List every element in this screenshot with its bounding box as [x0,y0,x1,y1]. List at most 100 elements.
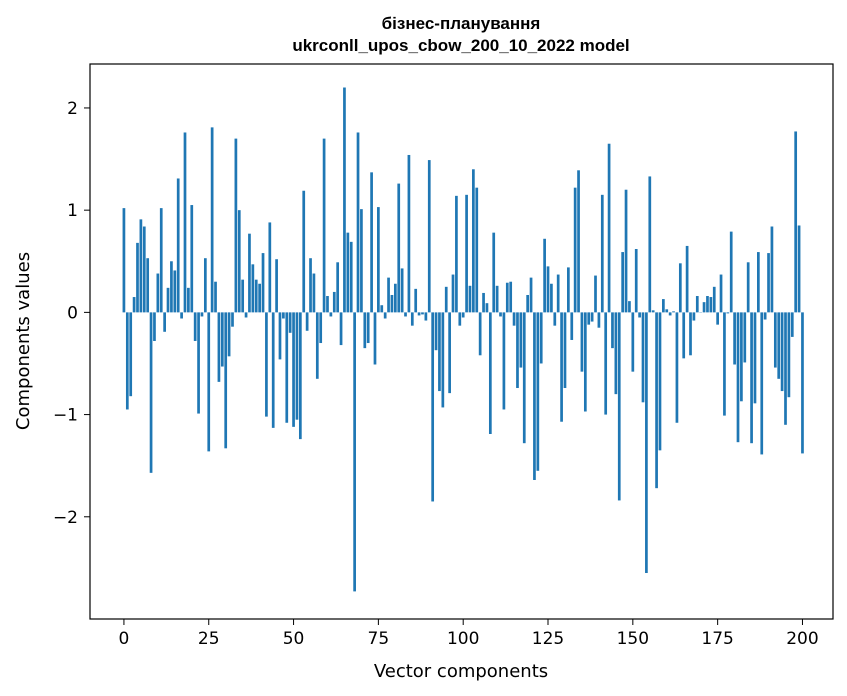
plot-area-frame [89,63,834,620]
bar [448,312,451,394]
bar [373,312,377,365]
bar [431,312,435,502]
bar [733,312,736,365]
bar [740,312,743,402]
bar [197,312,200,414]
bar [743,312,747,363]
bar [363,312,367,349]
bar [254,279,258,313]
bar [285,312,289,423]
bar [360,209,363,313]
bar [241,279,245,313]
bar [180,312,183,319]
x-tick-label: 75 [368,629,390,649]
bar [302,190,306,313]
bar [794,131,798,313]
x-tick-label: 50 [283,629,305,649]
bar [329,312,333,317]
bar [546,266,550,313]
bar [410,312,414,326]
bar [560,312,563,422]
x-axis-ticks: 0 25 50 75 100 125 150 175 200 [119,619,819,649]
bar [234,138,238,313]
bar [312,273,316,313]
bar [472,169,475,313]
bar [658,312,662,451]
bar [628,301,631,313]
bar [258,283,261,313]
y-axis-ticks: −2 −1 0 1 2 [53,99,90,528]
bar [753,312,757,404]
bar [499,312,502,317]
bar [339,312,343,346]
x-tick-label: 100 [447,629,479,649]
bar [268,222,272,313]
bar [597,312,601,328]
bar [509,281,513,313]
bar [495,285,499,313]
bar [767,253,770,313]
y-axis-label: Components values [13,252,34,430]
bar [763,312,767,320]
bar [550,283,553,313]
x-tick-label: 125 [532,629,564,649]
bar [370,172,373,313]
bar [343,87,346,313]
bar [587,312,591,325]
bar [387,277,390,313]
x-axis-label: Vector components [374,661,548,682]
bar [265,312,268,417]
bar [594,275,597,313]
bar [176,178,180,313]
bar [278,312,282,360]
bar [404,312,407,317]
bar [590,312,594,322]
bar [519,312,523,368]
bar [536,312,540,471]
bar [190,205,194,313]
bar [455,195,458,313]
bar [583,312,587,412]
bar [665,309,669,313]
bar [400,268,404,313]
bar [417,312,421,316]
bar [729,231,733,313]
bar [553,312,557,326]
bar [485,303,489,313]
bar [736,312,740,443]
x-tick-label: 175 [701,629,733,649]
bar [170,261,173,313]
bar [248,233,251,313]
bar [695,296,699,313]
bar [502,312,506,410]
bar [706,296,709,313]
bar [271,312,275,428]
bar [207,312,211,452]
bar [672,311,675,313]
bar [292,312,295,427]
bar [702,302,706,313]
bar [251,264,255,313]
bar [187,287,190,313]
bar [685,245,689,313]
bar [539,312,543,364]
bar [757,252,760,313]
bar [282,312,285,319]
bar [797,225,801,313]
bar [424,312,428,321]
bar [217,312,221,382]
bar [224,312,228,449]
bar [611,312,614,349]
bar [220,312,224,367]
bar [678,263,682,313]
bar [434,312,438,351]
bar [726,312,730,314]
bar [580,312,584,372]
bar [716,312,719,325]
bar [634,249,638,313]
bar [142,226,146,313]
bar [787,312,791,398]
x-tick-label: 150 [617,629,649,649]
